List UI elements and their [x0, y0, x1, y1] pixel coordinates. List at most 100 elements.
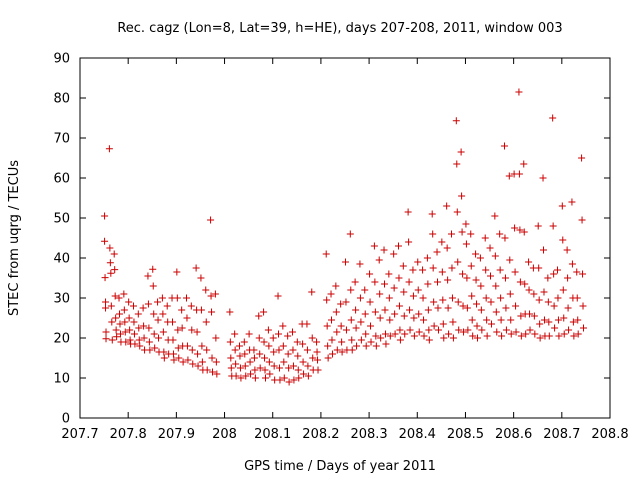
data-point: [173, 294, 181, 302]
data-point: [491, 212, 499, 220]
data-point: [352, 306, 360, 314]
data-point: [197, 274, 205, 282]
data-point: [245, 330, 253, 338]
data-point: [348, 336, 356, 344]
data-point: [502, 326, 510, 334]
data-point: [440, 334, 448, 342]
plot-frame: [79, 57, 611, 419]
data-point: [279, 322, 287, 330]
data-point: [414, 286, 422, 294]
data-point: [183, 314, 191, 322]
data-point: [468, 292, 476, 300]
x-tick-label: 208.5: [447, 427, 484, 442]
data-point: [102, 328, 110, 336]
data-point: [517, 312, 525, 320]
data-point: [463, 274, 471, 282]
data-point: [563, 246, 571, 254]
data-point: [140, 334, 148, 342]
data-point: [371, 278, 379, 286]
data-point: [401, 330, 409, 338]
data-point: [169, 336, 177, 344]
data-point: [198, 358, 206, 366]
data-point: [536, 334, 544, 342]
data-point: [203, 366, 211, 374]
data-point: [544, 274, 552, 282]
data-point: [276, 376, 284, 384]
data-point: [540, 288, 548, 296]
data-point: [108, 336, 116, 344]
data-point: [507, 330, 515, 338]
data-point: [520, 160, 528, 168]
data-point: [492, 282, 500, 290]
data-point: [226, 338, 234, 346]
data-point: [251, 374, 259, 382]
data-point: [115, 294, 123, 302]
data-point: [279, 342, 287, 350]
data-point: [116, 320, 124, 328]
data-point: [515, 170, 523, 178]
data-point: [492, 308, 500, 316]
data-point: [197, 306, 205, 314]
data-point: [159, 310, 167, 318]
data-point: [308, 288, 316, 296]
data-point: [419, 294, 427, 302]
y-tick-label: 50: [53, 212, 70, 227]
data-point: [458, 192, 466, 200]
data-point: [102, 298, 110, 306]
data-point: [356, 294, 364, 302]
x-tick-label: 207.8: [110, 427, 147, 442]
data-point: [280, 374, 288, 382]
data-point: [376, 314, 384, 322]
data-point: [458, 228, 466, 236]
data-point: [193, 328, 201, 336]
data-point: [550, 270, 558, 278]
data-point: [299, 340, 307, 348]
data-point: [265, 358, 273, 366]
data-point: [496, 266, 504, 274]
data-point: [535, 296, 543, 304]
data-point: [313, 338, 321, 346]
data-point: [434, 304, 442, 312]
data-point: [309, 354, 317, 362]
data-point: [580, 324, 587, 332]
data-point: [212, 358, 220, 366]
data-point: [372, 342, 380, 350]
data-point: [275, 330, 283, 338]
data-point: [400, 288, 408, 296]
data-point: [347, 316, 355, 324]
data-point: [530, 290, 538, 298]
data-point: [553, 266, 561, 274]
y-tick-label: 30: [53, 292, 70, 307]
data-point: [420, 332, 428, 340]
data-point: [443, 202, 451, 210]
data-point: [313, 348, 321, 356]
data-point: [515, 88, 523, 96]
data-point: [145, 338, 153, 346]
data-point: [496, 230, 504, 238]
data-point: [464, 326, 472, 334]
data-point: [454, 298, 462, 306]
data-point: [270, 362, 278, 370]
data-point: [452, 117, 460, 125]
data-point: [425, 326, 433, 334]
x-tick-label: 208: [212, 427, 237, 442]
data-point: [280, 358, 288, 366]
data-point: [231, 330, 239, 338]
data-point: [372, 332, 380, 340]
data-point: [332, 308, 340, 316]
x-tick-label: 208.2: [302, 427, 339, 442]
data-point: [444, 304, 452, 312]
data-point: [256, 350, 264, 358]
data-point: [121, 318, 129, 326]
data-point: [501, 274, 509, 282]
data-point: [342, 298, 350, 306]
data-point: [323, 296, 331, 304]
data-point: [439, 296, 447, 304]
data-point: [565, 326, 573, 334]
data-point: [235, 342, 243, 350]
data-point: [477, 282, 485, 290]
x-tick-label: 208.6: [495, 427, 532, 442]
data-point: [570, 332, 578, 340]
data-point: [149, 282, 157, 290]
data-point: [506, 256, 514, 264]
